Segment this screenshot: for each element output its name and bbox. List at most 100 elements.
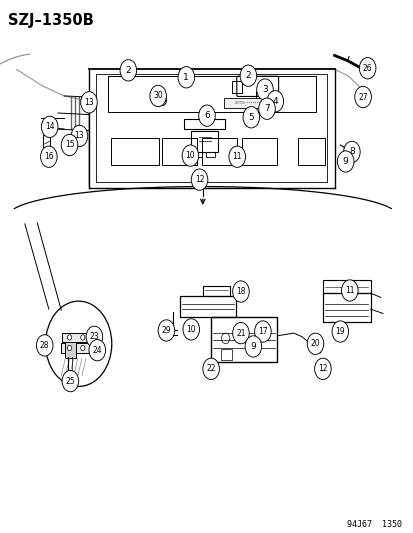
Bar	[61, 343, 96, 353]
Circle shape	[182, 145, 198, 166]
Bar	[223, 98, 273, 108]
Text: 11: 11	[344, 286, 354, 295]
Circle shape	[67, 345, 71, 351]
Circle shape	[86, 326, 102, 348]
Text: 13: 13	[74, 132, 84, 140]
Text: 10: 10	[185, 151, 195, 160]
Circle shape	[81, 335, 85, 340]
Text: 26: 26	[362, 64, 372, 72]
Circle shape	[341, 280, 357, 301]
Circle shape	[150, 85, 166, 107]
Bar	[111, 138, 158, 165]
Circle shape	[354, 86, 370, 108]
Text: 7: 7	[263, 104, 269, 113]
Circle shape	[71, 125, 88, 147]
Circle shape	[41, 116, 58, 138]
Circle shape	[81, 92, 97, 113]
Text: 8: 8	[348, 148, 354, 156]
Text: 20: 20	[310, 340, 320, 348]
Bar	[62, 333, 96, 342]
Circle shape	[256, 79, 273, 100]
Bar	[255, 91, 263, 99]
Circle shape	[202, 358, 219, 379]
Circle shape	[266, 91, 283, 112]
Circle shape	[228, 146, 245, 167]
Bar	[297, 138, 324, 165]
Text: 21: 21	[236, 329, 245, 337]
Circle shape	[254, 321, 271, 342]
Bar	[231, 81, 242, 93]
Bar	[211, 317, 277, 362]
Text: 19: 19	[335, 327, 344, 336]
Circle shape	[89, 340, 105, 361]
Circle shape	[178, 67, 194, 88]
Circle shape	[120, 60, 136, 81]
Text: 14: 14	[45, 123, 55, 131]
Text: 2: 2	[245, 71, 251, 80]
Bar	[43, 135, 50, 150]
Circle shape	[232, 281, 249, 302]
Text: 28: 28	[40, 341, 49, 350]
Bar	[242, 138, 277, 165]
Bar	[322, 293, 370, 322]
Text: SZJ–1350B: SZJ–1350B	[8, 13, 94, 28]
Bar	[180, 296, 235, 317]
Text: 5: 5	[248, 113, 254, 122]
Text: 15: 15	[64, 141, 74, 149]
Text: 25: 25	[65, 377, 75, 385]
Text: 12: 12	[195, 175, 204, 184]
Circle shape	[337, 151, 353, 172]
Circle shape	[61, 134, 78, 156]
Circle shape	[198, 105, 215, 126]
Bar	[191, 131, 218, 152]
Text: 22: 22	[206, 365, 215, 373]
Circle shape	[306, 333, 323, 354]
Bar	[221, 349, 231, 360]
Text: 9: 9	[250, 342, 256, 351]
Text: 18: 18	[236, 287, 245, 296]
Circle shape	[158, 320, 174, 341]
Text: 16: 16	[44, 152, 54, 161]
Circle shape	[36, 335, 53, 356]
Text: 6: 6	[204, 111, 209, 120]
Circle shape	[314, 358, 330, 379]
Circle shape	[331, 321, 348, 342]
Text: 23: 23	[89, 333, 99, 341]
Text: 9: 9	[342, 157, 348, 166]
Circle shape	[358, 58, 375, 79]
Circle shape	[343, 141, 359, 163]
Bar	[202, 286, 229, 296]
Bar	[206, 152, 215, 157]
Text: 11: 11	[232, 152, 241, 161]
Circle shape	[242, 107, 259, 128]
Circle shape	[191, 169, 207, 190]
Circle shape	[244, 336, 261, 357]
Circle shape	[258, 98, 275, 119]
Polygon shape	[358, 90, 364, 104]
Circle shape	[40, 146, 57, 167]
Bar	[193, 152, 202, 157]
Circle shape	[240, 65, 256, 86]
Bar	[322, 280, 370, 293]
Circle shape	[81, 345, 85, 351]
Text: 10: 10	[186, 325, 196, 334]
Text: 13: 13	[84, 98, 94, 107]
Bar	[162, 138, 197, 165]
Text: LIFTG••••••••: LIFTG••••••••	[235, 101, 261, 105]
Text: 1: 1	[183, 73, 189, 82]
Text: 17: 17	[257, 327, 267, 336]
Text: 2: 2	[125, 66, 131, 75]
Bar	[184, 119, 224, 129]
Circle shape	[67, 335, 71, 340]
Text: 30: 30	[153, 92, 163, 100]
Circle shape	[62, 370, 78, 392]
Text: 3: 3	[261, 85, 267, 94]
Text: 12: 12	[318, 365, 327, 373]
Text: 4: 4	[272, 97, 278, 106]
Text: 24: 24	[92, 346, 102, 354]
Bar	[202, 138, 237, 165]
Text: 94J67  1350: 94J67 1350	[346, 520, 401, 529]
Circle shape	[232, 322, 249, 344]
Text: 29: 29	[161, 326, 171, 335]
Text: 27: 27	[357, 93, 367, 101]
